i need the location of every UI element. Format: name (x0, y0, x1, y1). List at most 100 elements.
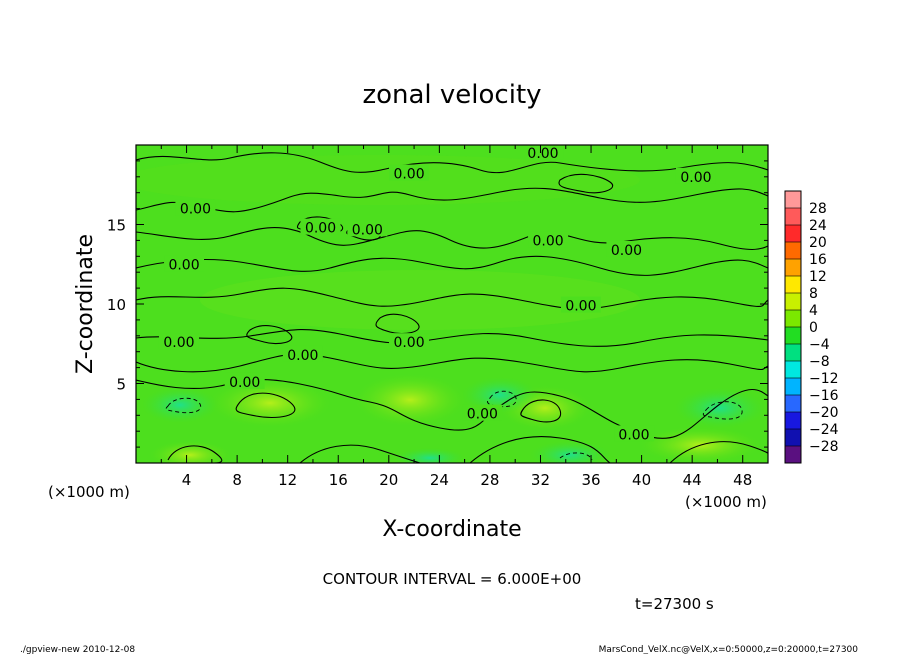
contour-label: 0.00 (467, 407, 498, 423)
x-tick-label: 48 (733, 471, 752, 489)
colorbar-swatch (785, 429, 801, 447)
colorbar-swatch (785, 327, 801, 345)
contour-label: 0.00 (229, 375, 260, 391)
cool-region (462, 377, 538, 413)
contour-labels: 0.00 0.00 0.00 0.00 0.00 0.00 0.00 0.00 0.00 0.00… (158, 145, 716, 443)
contour-line (136, 227, 768, 251)
colorbar-swatch (785, 310, 801, 328)
contour-line (375, 313, 420, 335)
x-axis: 4 8 12 16 20 24 28 32 36 40 44 48 (160, 145, 752, 489)
plot-field: 0.00 0.00 0.00 0.00 0.00 0.00 0.00 0.00 0.00 0.00… (136, 145, 768, 463)
colorbar-label: 0 (809, 320, 818, 336)
chart-title: zonal velocity (362, 80, 541, 110)
colorbar-swatch (785, 344, 801, 362)
x-tick-label: 20 (379, 471, 398, 489)
cool-region (142, 387, 218, 423)
contour-label-bg (175, 199, 216, 216)
contour-line (235, 392, 296, 419)
warm-region (355, 374, 465, 426)
contour-label: 0.00 (527, 146, 558, 162)
contour-label: 0.00 (163, 335, 194, 351)
colorbar-label: −16 (809, 388, 839, 404)
contour-label-bg (528, 231, 569, 248)
x-unit-right: (×1000 m) (685, 493, 767, 511)
y-axis: 5 10 15 (107, 160, 768, 448)
contour-lines (136, 152, 768, 463)
y-tick-label: 15 (107, 217, 126, 235)
contour-line (136, 187, 768, 213)
time-label: t=27300 s (635, 595, 714, 613)
contour-label-bg (560, 296, 601, 313)
contour-label: 0.00 (168, 257, 199, 273)
footer-left: ./gpview-new 2010-12-08 (20, 645, 135, 654)
colorbar-swatch (785, 191, 801, 209)
colorbar-swatch (785, 446, 801, 464)
contour-line (136, 287, 768, 310)
contour-label: 0.00 (393, 167, 424, 183)
x-tick-label: 8 (232, 471, 242, 489)
contour-label-bg (606, 240, 647, 257)
colorbar-swatch (785, 395, 801, 413)
contour-interval: CONTOUR INTERVAL = 6.000E+00 (323, 570, 582, 588)
colorbar-label: 20 (809, 235, 827, 251)
colorbar-swatch (785, 412, 801, 430)
contour-label-bg (389, 333, 430, 350)
cool-region (675, 388, 765, 428)
colorbar-swatch (785, 242, 801, 260)
light-band (136, 155, 640, 205)
contour-line (520, 399, 562, 423)
colorbar-label: 24 (809, 218, 827, 234)
contour-label-bg (614, 425, 655, 442)
contour-label: 0.00 (287, 348, 318, 364)
contour-label-bg (462, 404, 503, 421)
contour-label-bg (224, 372, 265, 389)
contour-label: 0.00 (611, 243, 642, 259)
colorbar-label: 12 (809, 269, 827, 285)
colorbar-label: 8 (809, 286, 818, 302)
colorbar-label: −20 (809, 405, 839, 421)
negative-contour (702, 401, 743, 420)
colorbar-swatch (785, 293, 801, 311)
x-tick-label: 12 (278, 471, 297, 489)
footer-right: MarsCond_VelX.nc@VelX,x=0:50000,z=0:2000… (599, 645, 859, 654)
colorbar-label: −8 (809, 354, 830, 370)
contour-label-bg (282, 345, 323, 362)
x-tick-label: 40 (632, 471, 651, 489)
x-axis-label: X-coordinate (382, 517, 521, 542)
x-tick-label: 24 (430, 471, 449, 489)
contour-label: 0.00 (532, 233, 563, 249)
contour-line (246, 325, 293, 345)
y-tick-label: 5 (116, 376, 126, 394)
y-tick-label: 10 (107, 296, 126, 314)
contour-line (136, 152, 768, 174)
contour-label: 0.00 (393, 335, 424, 351)
contour-label: 0.00 (305, 221, 336, 237)
contour-label: 0.00 (180, 202, 211, 218)
x-tick-label: 16 (329, 471, 348, 489)
contour-label-bg (158, 333, 199, 350)
contour-label: 0.00 (565, 299, 596, 315)
contour-label: 0.00 (352, 222, 383, 238)
negative-contour (487, 390, 517, 408)
negative-contours (165, 390, 743, 461)
contour-line (136, 255, 768, 276)
colorbar-swatch (785, 276, 801, 294)
contour-label-bg (675, 167, 716, 184)
x-tick-label: 4 (182, 471, 192, 489)
contour-line (136, 353, 768, 373)
colorbar-swatch (785, 225, 801, 243)
colorbar-label: −24 (809, 422, 839, 438)
contour-label: 0.00 (680, 170, 711, 186)
contour-line (469, 436, 611, 463)
colorbar-swatch (785, 208, 801, 226)
x-tick-label: 36 (581, 471, 600, 489)
x-tick-label: 32 (531, 471, 550, 489)
warm-region (210, 379, 330, 427)
contour-label-bg (347, 220, 388, 237)
contour-label-bg (389, 164, 430, 181)
colorbar-swatch (785, 259, 801, 277)
contour-label-bg (523, 145, 564, 160)
colorbar-swatch (785, 361, 801, 379)
contour-label-bg (164, 255, 205, 272)
